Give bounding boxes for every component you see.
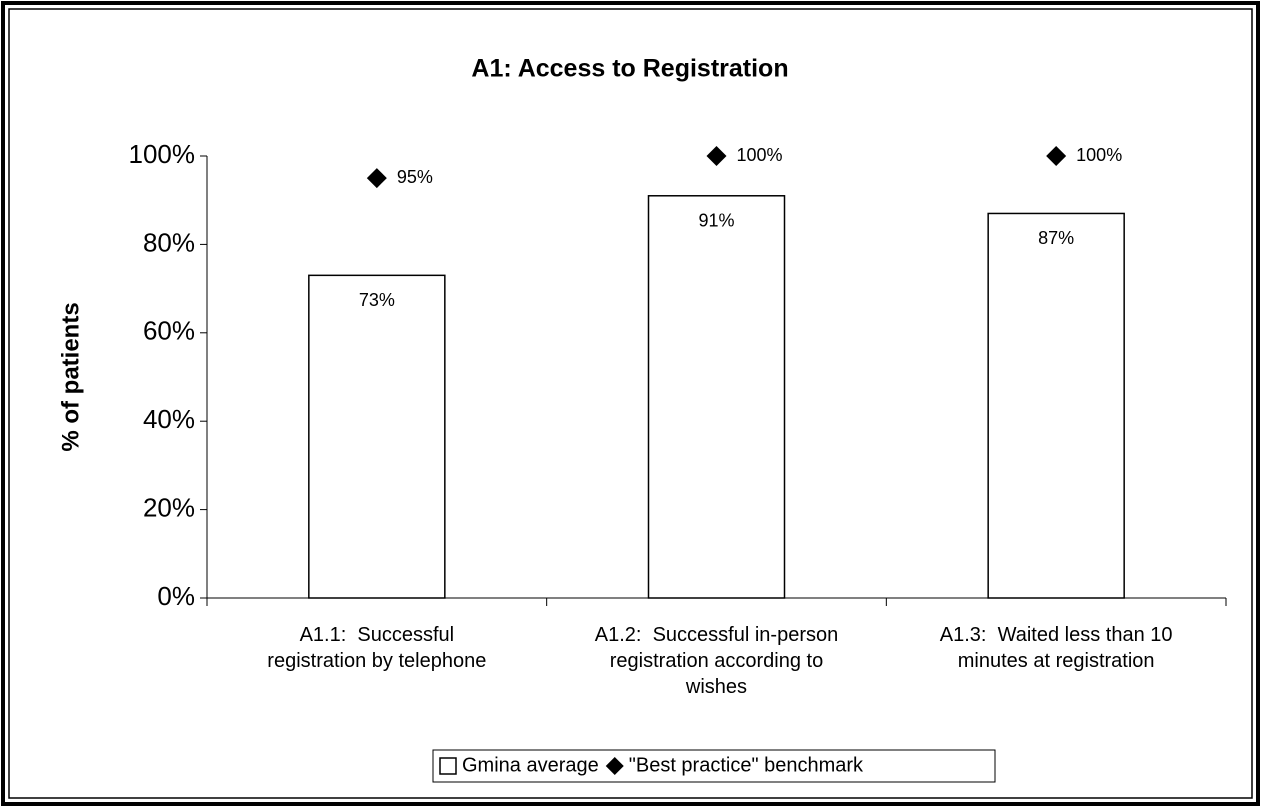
benchmark-value-label: 100% — [1076, 145, 1122, 165]
x-tick-label: A1.2: Successful in-person registration … — [594, 624, 839, 698]
y-tick-label: 0% — [157, 581, 195, 611]
benchmark-value-label: 95% — [397, 167, 433, 187]
y-tick-label: 60% — [143, 316, 195, 346]
benchmark-marker — [1046, 146, 1067, 166]
y-tick-label: 40% — [143, 404, 195, 434]
benchmark-marker — [706, 146, 727, 166]
legend-label: "Best practice" benchmark — [629, 754, 864, 776]
benchmark-value-label: 100% — [737, 145, 783, 165]
bar — [308, 274, 446, 599]
bar-value-label: 73% — [359, 290, 395, 310]
y-axis-label: % of patients — [57, 302, 84, 451]
y-tick-label: 20% — [143, 492, 195, 522]
legend-marker — [439, 757, 457, 775]
bar — [987, 212, 1125, 599]
y-tick-label: 80% — [143, 227, 195, 257]
x-tick-label: A1.3: Waited less than 10 minutes at reg… — [939, 624, 1173, 672]
legend-label: Gmina average — [462, 754, 599, 776]
chart-title: A1: Access to Registration — [471, 55, 788, 83]
y-tick-label: 100% — [129, 139, 196, 169]
benchmark-marker — [366, 168, 387, 189]
legend-marker — [605, 757, 624, 775]
frame-inner — [8, 8, 1253, 799]
bar-value-label: 91% — [698, 211, 734, 231]
bar-value-label: 87% — [1038, 228, 1074, 248]
x-tick-label: A1.1: Successful registration by telepho… — [267, 624, 487, 672]
legend-box — [432, 749, 996, 783]
bar — [647, 195, 786, 599]
